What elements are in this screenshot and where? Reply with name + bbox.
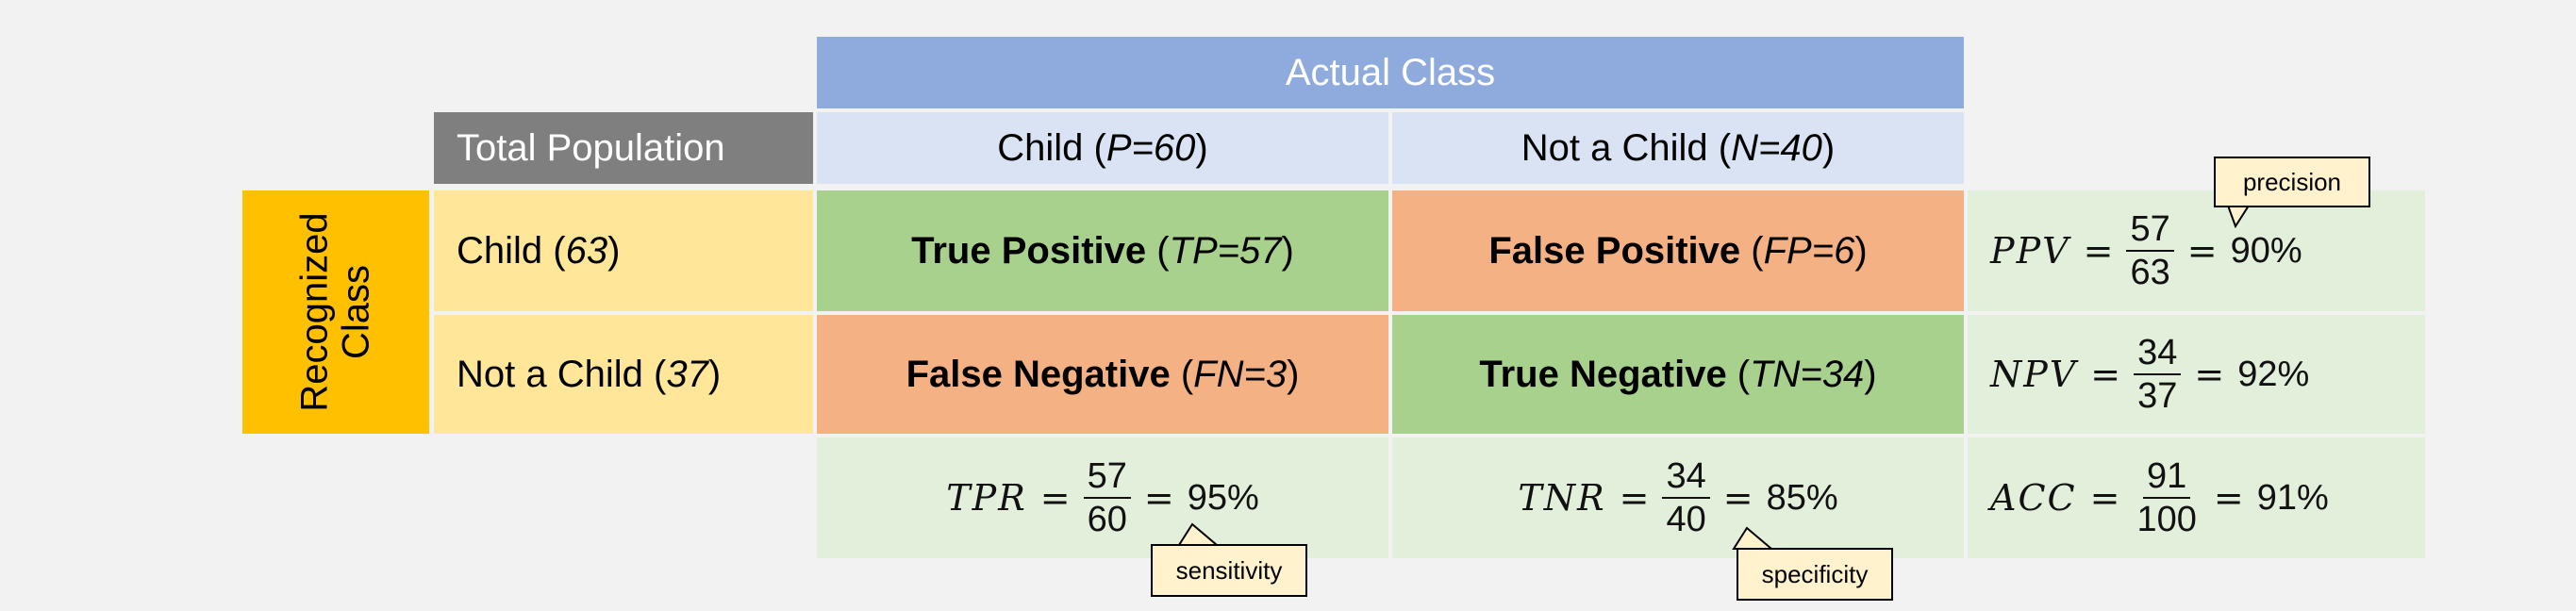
actual-class-header: Actual Class [817,37,1964,108]
row-header-child: Child (63) [434,190,813,311]
ppv-formula: PPV = 57 63 = 90% [1990,209,2302,292]
false-positive-cell: False Positive (FP=6) [1392,190,1964,311]
column-not-child-label: Not a Child (N=40) [1521,126,1836,169]
specificity-callout: specificity [1737,548,1893,601]
row-not-child-label: Not a Child (37) [457,353,722,395]
acc-formula: ACC = 91 100 = 91% [1990,456,2329,539]
sensitivity-callout: sensitivity [1151,544,1307,597]
total-population-label: Total Population [457,126,725,169]
false-negative-cell: False Negative (FN=3) [817,315,1388,434]
precision-callout: precision [2214,157,2370,207]
column-header-not-child: Not a Child (N=40) [1392,112,1964,184]
true-negative-cell: True Negative (TN=34) [1392,315,1964,434]
tnr-formula: TNR = 34 40 = 85% [1518,456,1838,539]
total-population-header: Total Population [434,112,813,184]
actual-class-label: Actual Class [1285,51,1496,93]
row-header-not-child: Not a Child (37) [434,315,813,434]
row-child-label: Child (63) [457,229,621,272]
npv-formula: NPV = 34 37 = 92% [1990,333,2310,416]
tpr-cell: TPR = 57 60 = 95% [817,438,1388,558]
tnr-cell: TNR = 34 40 = 85% [1392,438,1964,558]
tpr-formula: TPR = 57 60 = 95% [946,456,1259,539]
acc-cell: ACC = 91 100 = 91% [1968,438,2425,558]
precision-callout-pointer [2226,204,2251,229]
column-child-label: Child (P=60) [997,126,1208,169]
column-header-child: Child (P=60) [817,112,1388,184]
recognized-class-label: Recognized Class [294,212,377,412]
true-positive-cell: True Positive (TP=57) [817,190,1388,311]
ppv-cell: PPV = 57 63 = 90% [1968,190,2425,311]
recognized-class-header: Recognized Class [242,190,429,434]
npv-cell: NPV = 34 37 = 92% [1968,315,2425,434]
